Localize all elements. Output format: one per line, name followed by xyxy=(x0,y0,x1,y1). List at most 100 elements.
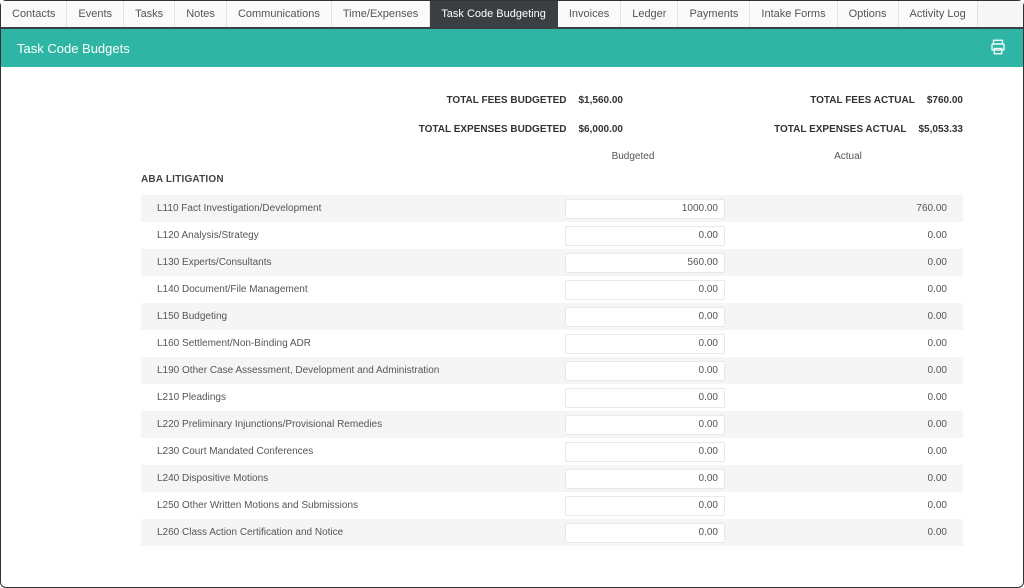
actual-cell: 0.00 xyxy=(733,311,963,322)
budget-row: L110 Fact Investigation/Development 760.0… xyxy=(141,195,963,222)
budget-input[interactable] xyxy=(565,442,725,462)
budget-cell xyxy=(533,415,733,435)
budget-row: L240 Dispositive Motions 0.00 xyxy=(141,465,963,492)
totals-fees-row: TOTAL FEES BUDGETED $1,560.00 TOTAL FEES… xyxy=(141,95,963,106)
total-fees-budgeted: TOTAL FEES BUDGETED $1,560.00 xyxy=(323,95,623,106)
budget-row: L140 Document/File Management 0.00 xyxy=(141,276,963,303)
content-area: TOTAL FEES BUDGETED $1,560.00 TOTAL FEES… xyxy=(1,67,1023,546)
budget-row-label: L240 Dispositive Motions xyxy=(141,473,533,484)
actual-cell: 0.00 xyxy=(733,284,963,295)
column-header-actual: Actual xyxy=(733,151,963,162)
tab-payments[interactable]: Payments xyxy=(678,1,750,27)
actual-cell: 0.00 xyxy=(733,446,963,457)
budget-row-label: L160 Settlement/Non-Binding ADR xyxy=(141,338,533,349)
budget-input[interactable] xyxy=(565,253,725,273)
budget-row-label: L150 Budgeting xyxy=(141,311,533,322)
budget-row-label: L250 Other Written Motions and Submissio… xyxy=(141,500,533,511)
budget-cell xyxy=(533,307,733,327)
total-fees-actual: TOTAL FEES ACTUAL $760.00 xyxy=(743,95,963,106)
actual-cell: 0.00 xyxy=(733,365,963,376)
page-title: Task Code Budgets xyxy=(17,41,130,56)
budget-row: L250 Other Written Motions and Submissio… xyxy=(141,492,963,519)
budget-input[interactable] xyxy=(565,469,725,489)
budget-input[interactable] xyxy=(565,523,725,543)
actual-cell: 0.00 xyxy=(733,230,963,241)
total-expenses-actual: TOTAL EXPENSES ACTUAL $5,053.33 xyxy=(743,124,963,135)
total-expenses-actual-value: $5,053.33 xyxy=(919,124,964,135)
budget-row: L230 Court Mandated Conferences 0.00 xyxy=(141,438,963,465)
budget-row-label: L110 Fact Investigation/Development xyxy=(141,203,533,214)
tab-tasks[interactable]: Tasks xyxy=(124,1,175,27)
tab-events[interactable]: Events xyxy=(67,1,124,27)
budget-row: L220 Preliminary Injunctions/Provisional… xyxy=(141,411,963,438)
total-fees-actual-label: TOTAL FEES ACTUAL xyxy=(810,95,915,106)
tab-task-code-budgeting[interactable]: Task Code Budgeting xyxy=(430,1,558,27)
budget-row: L190 Other Case Assessment, Development … xyxy=(141,357,963,384)
page-header: Task Code Budgets xyxy=(1,29,1023,67)
budget-cell xyxy=(533,361,733,381)
budget-row: L260 Class Action Certification and Noti… xyxy=(141,519,963,546)
budget-cell xyxy=(533,226,733,246)
tab-ledger[interactable]: Ledger xyxy=(621,1,678,27)
budget-cell xyxy=(533,523,733,543)
total-expenses-budgeted-label: TOTAL EXPENSES BUDGETED xyxy=(419,124,567,135)
section-title: ABA LITIGATION xyxy=(141,174,963,185)
budget-input[interactable] xyxy=(565,334,725,354)
total-fees-actual-value: $760.00 xyxy=(927,95,963,106)
budget-cell xyxy=(533,496,733,516)
budget-cell xyxy=(533,199,733,219)
tab-communications[interactable]: Communications xyxy=(227,1,332,27)
actual-cell: 0.00 xyxy=(733,338,963,349)
tab-bar: ContactsEventsTasksNotesCommunicationsTi… xyxy=(1,1,1023,29)
totals-expenses-row: TOTAL EXPENSES BUDGETED $6,000.00 TOTAL … xyxy=(141,124,963,135)
budget-cell xyxy=(533,388,733,408)
budget-input[interactable] xyxy=(565,226,725,246)
column-headers: Budgeted Actual xyxy=(141,151,963,162)
budget-rows: L110 Fact Investigation/Development 760.0… xyxy=(141,195,963,546)
total-expenses-budgeted-value: $6,000.00 xyxy=(579,124,624,135)
budget-row-label: L260 Class Action Certification and Noti… xyxy=(141,527,533,538)
budget-row: L130 Experts/Consultants0.00 xyxy=(141,249,963,276)
budget-input[interactable] xyxy=(565,496,725,516)
budget-cell xyxy=(533,442,733,462)
budget-input[interactable] xyxy=(565,199,725,219)
budget-row: L150 Budgeting 0.00 xyxy=(141,303,963,330)
budget-row-label: L210 Pleadings xyxy=(141,392,533,403)
tab-notes[interactable]: Notes xyxy=(175,1,227,27)
budget-cell xyxy=(533,253,733,273)
tab-intake-forms[interactable]: Intake Forms xyxy=(750,1,837,27)
budget-row-label: L190 Other Case Assessment, Development … xyxy=(141,365,533,376)
tab-time-expenses[interactable]: Time/Expenses xyxy=(332,1,430,27)
budget-row-label: L120 Analysis/Strategy xyxy=(141,230,533,241)
budget-input[interactable] xyxy=(565,361,725,381)
budget-row: L160 Settlement/Non-Binding ADR 0.00 xyxy=(141,330,963,357)
tab-activity-log[interactable]: Activity Log xyxy=(899,1,978,27)
total-expenses-actual-label: TOTAL EXPENSES ACTUAL xyxy=(774,124,906,135)
tab-options[interactable]: Options xyxy=(838,1,899,27)
print-icon[interactable] xyxy=(989,38,1007,59)
actual-cell: 0.00 xyxy=(733,392,963,403)
actual-cell: 0.00 xyxy=(733,473,963,484)
budget-cell xyxy=(533,334,733,354)
total-fees-budgeted-label: TOTAL FEES BUDGETED xyxy=(446,95,566,106)
budget-row: L210 Pleadings 0.00 xyxy=(141,384,963,411)
budget-input[interactable] xyxy=(565,280,725,300)
budget-input[interactable] xyxy=(565,307,725,327)
budget-row: L120 Analysis/Strategy 0.00 xyxy=(141,222,963,249)
actual-cell: 0.00 xyxy=(733,500,963,511)
actual-cell: 760.00 xyxy=(733,203,963,214)
budget-cell xyxy=(533,469,733,489)
budget-row-label: L130 Experts/Consultants xyxy=(141,257,533,268)
total-fees-budgeted-value: $1,560.00 xyxy=(579,95,624,106)
tab-invoices[interactable]: Invoices xyxy=(558,1,621,27)
budget-row-label: L230 Court Mandated Conferences xyxy=(141,446,533,457)
tab-contacts[interactable]: Contacts xyxy=(1,1,67,27)
column-header-budgeted: Budgeted xyxy=(533,151,733,162)
budget-row-label: L220 Preliminary Injunctions/Provisional… xyxy=(141,419,533,430)
budget-input[interactable] xyxy=(565,415,725,435)
budget-cell xyxy=(533,280,733,300)
budget-input[interactable] xyxy=(565,388,725,408)
budget-row-label: L140 Document/File Management xyxy=(141,284,533,295)
total-expenses-budgeted: TOTAL EXPENSES BUDGETED $6,000.00 xyxy=(323,124,623,135)
totals-block: TOTAL FEES BUDGETED $1,560.00 TOTAL FEES… xyxy=(141,95,963,135)
